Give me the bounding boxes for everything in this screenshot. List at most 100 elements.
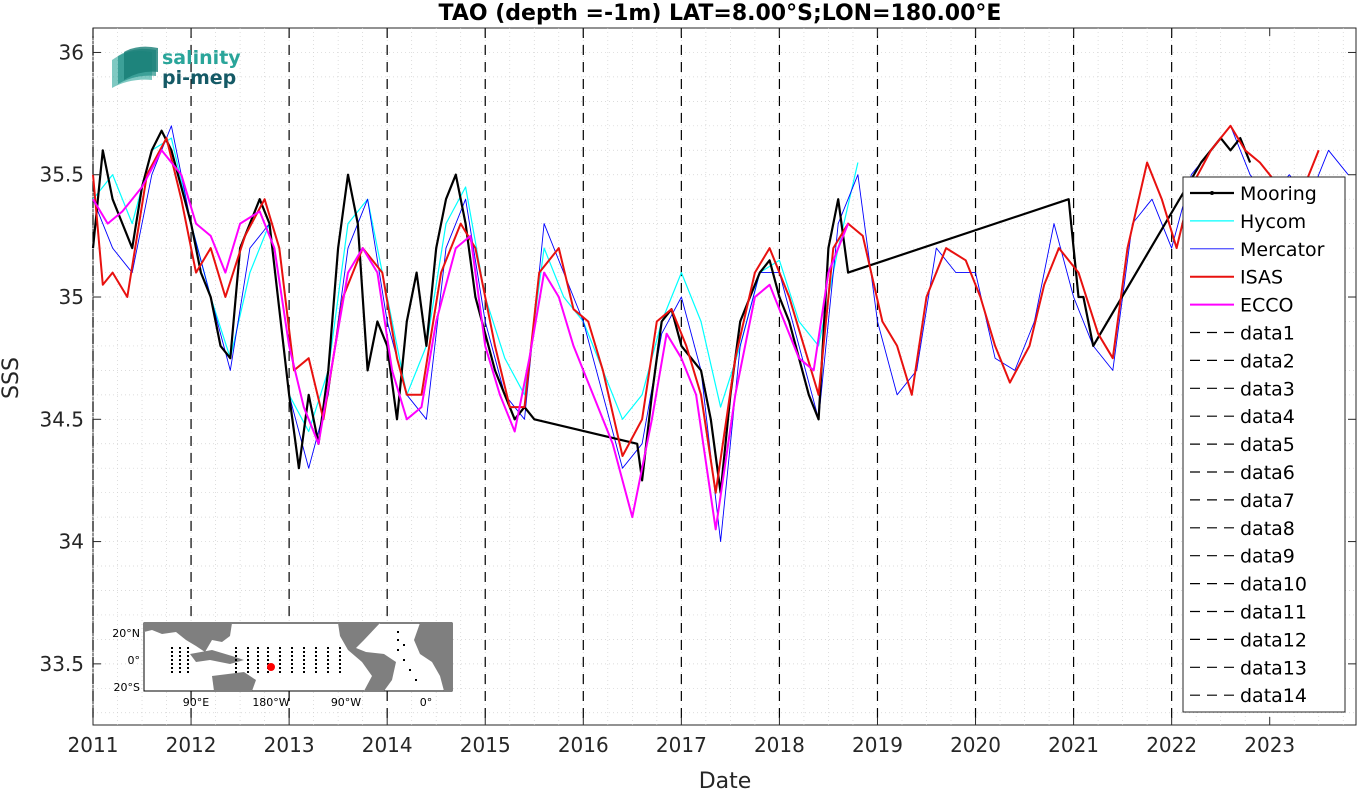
inset-buoy-dot <box>179 655 181 657</box>
inset-buoy-dot <box>279 659 281 661</box>
legend-label: Hycom <box>1240 211 1306 233</box>
inset-buoy-dot <box>303 655 305 657</box>
inset-buoy-dot <box>403 644 405 646</box>
inset-buoy-dot <box>339 659 341 661</box>
inset-buoy-dot <box>327 667 329 669</box>
inset-buoy-dot <box>291 663 293 665</box>
inset-buoy-dot <box>235 655 237 657</box>
x-tick-label: 2016 <box>558 733 609 757</box>
legend-item-ecco: ECCO <box>1190 295 1294 317</box>
legend-label: Mooring <box>1240 183 1317 205</box>
inset-buoy-dot <box>171 651 173 653</box>
legend-label: data9 <box>1240 546 1295 568</box>
inset-buoy-dot <box>187 671 189 673</box>
inset-buoy-dot <box>279 647 281 649</box>
inset-buoy-dot <box>339 651 341 653</box>
inset-buoy-dot <box>187 659 189 661</box>
legend-item-mooring: Mooring <box>1190 183 1317 205</box>
inset-map: 20°N 0° 20°S 90°E 180°W 90°W 0° <box>112 622 453 709</box>
inset-buoy-dot <box>327 655 329 657</box>
x-tick-label: 2012 <box>166 733 217 757</box>
legend-label: ISAS <box>1240 267 1283 289</box>
inset-buoy-dot <box>187 663 189 665</box>
inset-buoy-dot <box>171 663 173 665</box>
inset-buoy-dot <box>247 651 249 653</box>
x-tick-label: 2022 <box>1146 733 1197 757</box>
inset-buoy-dot <box>235 659 237 661</box>
inset-buoy-dot <box>257 651 259 653</box>
inset-buoy-dot <box>315 663 317 665</box>
inset-buoy-dot <box>315 655 317 657</box>
legend-label: data4 <box>1240 406 1295 428</box>
inset-buoy-dot <box>279 667 281 669</box>
x-tick-label: 2018 <box>754 733 805 757</box>
inset-buoy-dot <box>187 667 189 669</box>
inset-buoy-dot <box>291 667 293 669</box>
inset-buoy-dot <box>179 663 181 665</box>
legend-label: data8 <box>1240 518 1295 540</box>
inset-buoy-dot <box>339 655 341 657</box>
inset-buoy-dot <box>303 647 305 649</box>
inset-buoy-dot <box>291 655 293 657</box>
inset-buoy-dot <box>171 655 173 657</box>
inset-buoy-dot <box>235 651 237 653</box>
inset-buoy-dot <box>267 647 269 649</box>
legend-label: data6 <box>1240 462 1295 484</box>
legend-item-hycom: Hycom <box>1190 211 1306 233</box>
series-group <box>91 124 1349 543</box>
inset-buoy-dot <box>339 647 341 649</box>
inset-buoy-dot <box>247 667 249 669</box>
inset-buoy-dot <box>257 655 259 657</box>
series-line-mooring <box>91 129 1252 494</box>
legend-label: data13 <box>1240 657 1307 679</box>
inset-buoy-dot <box>267 671 269 673</box>
y-tick-label: 35 <box>59 285 84 309</box>
inset-buoy-dot <box>315 659 317 661</box>
legend-item-data13: data13 <box>1190 657 1307 679</box>
inset-buoy-dot <box>171 659 173 661</box>
legend-item-data10: data10 <box>1190 574 1307 596</box>
logo-wave-icon-3 <box>124 46 158 80</box>
inset-buoy-dot <box>179 659 181 661</box>
x-tick-label: 2015 <box>460 733 511 757</box>
legend-label: ECCO <box>1240 295 1294 317</box>
inset-buoy-dots <box>171 631 417 681</box>
legend-label: data10 <box>1240 574 1307 596</box>
inset-buoy-dot <box>339 663 341 665</box>
logo-line1: salinity <box>162 47 241 69</box>
legend-item-data2: data2 <box>1190 350 1295 372</box>
inset-lat-20n: 20°N <box>112 627 140 640</box>
inset-land-australia <box>212 672 256 691</box>
legend-label: Mercator <box>1240 239 1325 261</box>
inset-buoy-dot <box>315 667 317 669</box>
inset-lon-90e: 90°E <box>183 696 209 709</box>
legend-item-data6: data6 <box>1190 462 1295 484</box>
inset-lon-180w: 180°W <box>252 696 289 709</box>
inset-buoy-dot <box>187 647 189 649</box>
inset-buoy-dot <box>235 647 237 649</box>
inset-buoy-dot <box>303 651 305 653</box>
legend-item-isas: ISAS <box>1190 267 1283 289</box>
inset-buoy-dot <box>327 647 329 649</box>
inset-buoy-dot <box>235 667 237 669</box>
inset-buoy-dot <box>257 671 259 673</box>
inset-buoy-dot <box>303 663 305 665</box>
legend-label: data3 <box>1240 378 1295 400</box>
inset-buoy-dot <box>179 651 181 653</box>
series-line-hycom <box>92 137 859 433</box>
inset-buoy-dot <box>397 649 399 651</box>
x-tick-label: 2020 <box>950 733 1001 757</box>
legend-item-data3: data3 <box>1190 378 1295 400</box>
inset-buoy-dot <box>291 671 293 673</box>
legend-item-data9: data9 <box>1190 546 1295 568</box>
inset-buoy-dot <box>303 659 305 661</box>
inset-buoy-dot <box>235 671 237 673</box>
inset-buoy-dot <box>279 671 281 673</box>
inset-buoy-dot <box>403 659 405 661</box>
pimep-logo: salinity pi-mep <box>112 46 241 89</box>
inset-buoy-dot <box>279 655 281 657</box>
inset-buoy-dot <box>397 631 399 633</box>
x-tick-label: 2013 <box>264 733 315 757</box>
inset-buoy-dot <box>291 647 293 649</box>
x-tick-label: 2011 <box>68 733 119 757</box>
